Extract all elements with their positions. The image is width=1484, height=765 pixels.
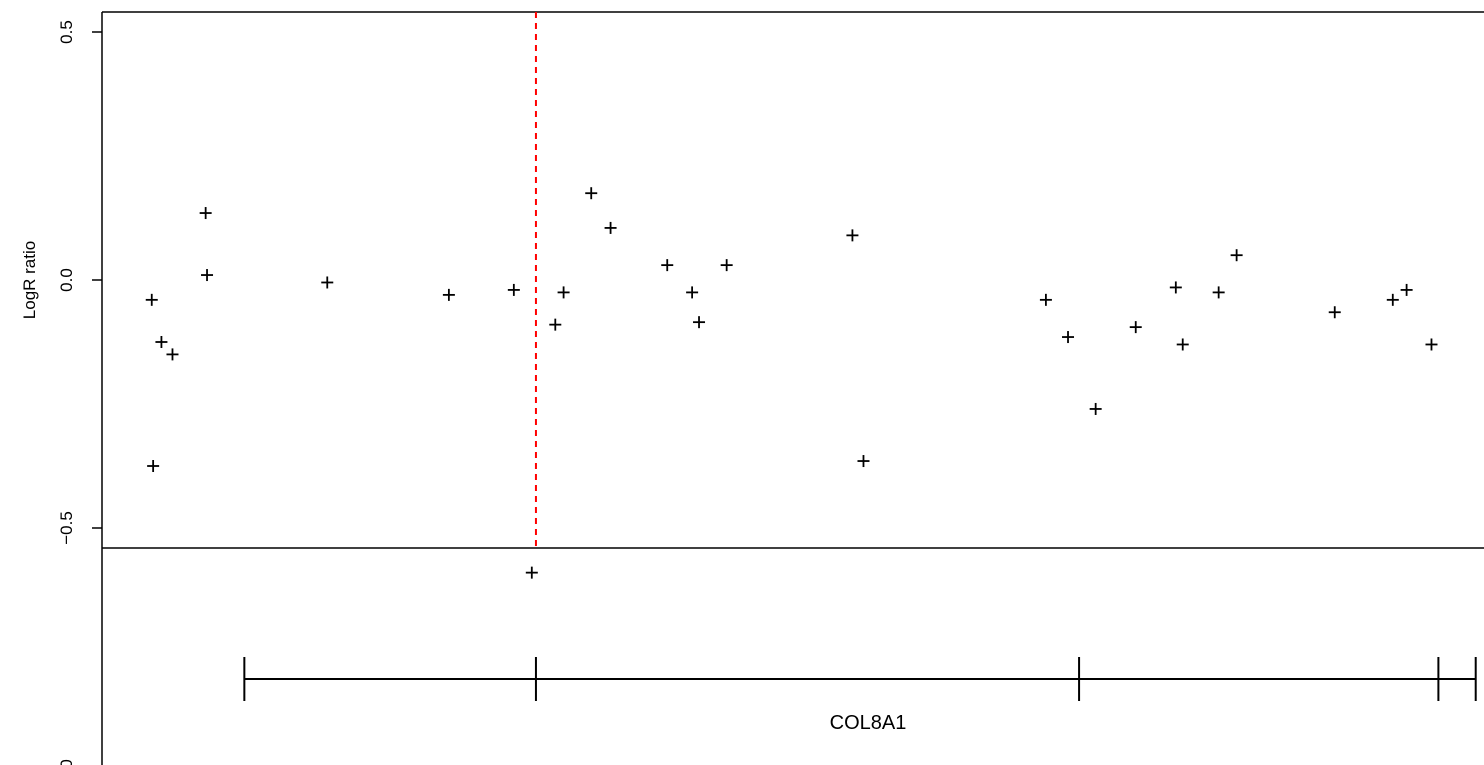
- y-axis-label: LogR ratio: [20, 241, 39, 319]
- data-point: [1425, 338, 1438, 351]
- gene-track: [243, 657, 1477, 701]
- data-point: [1039, 293, 1052, 306]
- data-point: [1169, 281, 1182, 294]
- data-point: [604, 221, 617, 234]
- data-point: [1062, 331, 1075, 344]
- y-tick-label: 0.5: [57, 20, 76, 44]
- data-point: [857, 455, 870, 468]
- data-point: [1129, 321, 1142, 334]
- data-point: [145, 293, 158, 306]
- data-point: [549, 318, 562, 331]
- data-points: [145, 187, 1438, 579]
- data-point: [1089, 402, 1102, 415]
- data-point: [693, 316, 706, 329]
- data-point: [442, 288, 455, 301]
- data-point: [525, 566, 538, 579]
- data-point: [166, 348, 179, 361]
- data-point: [199, 207, 212, 220]
- data-point: [201, 269, 214, 282]
- data-point: [1230, 249, 1243, 262]
- data-point: [321, 276, 334, 289]
- data-point: [507, 283, 520, 296]
- y-tick-label: −0.5: [57, 511, 76, 545]
- gene-label: COL8A1: [830, 712, 907, 734]
- y-tick-label: −1.0: [57, 759, 76, 765]
- data-point: [661, 259, 674, 272]
- data-point: [585, 187, 598, 200]
- data-point: [155, 336, 168, 348]
- y-tick-label: 0.0: [57, 268, 76, 292]
- data-point: [846, 229, 859, 242]
- data-point: [147, 460, 160, 472]
- data-point: [1386, 293, 1399, 306]
- data-point: [686, 286, 699, 299]
- data-point: [1328, 306, 1341, 319]
- y-ticks: −1.0−0.50.00.51.0: [57, 20, 102, 765]
- data-point: [720, 259, 733, 272]
- data-point: [1400, 283, 1413, 296]
- data-point: [557, 286, 570, 299]
- data-point: [1176, 338, 1189, 351]
- data-point: [1212, 286, 1225, 299]
